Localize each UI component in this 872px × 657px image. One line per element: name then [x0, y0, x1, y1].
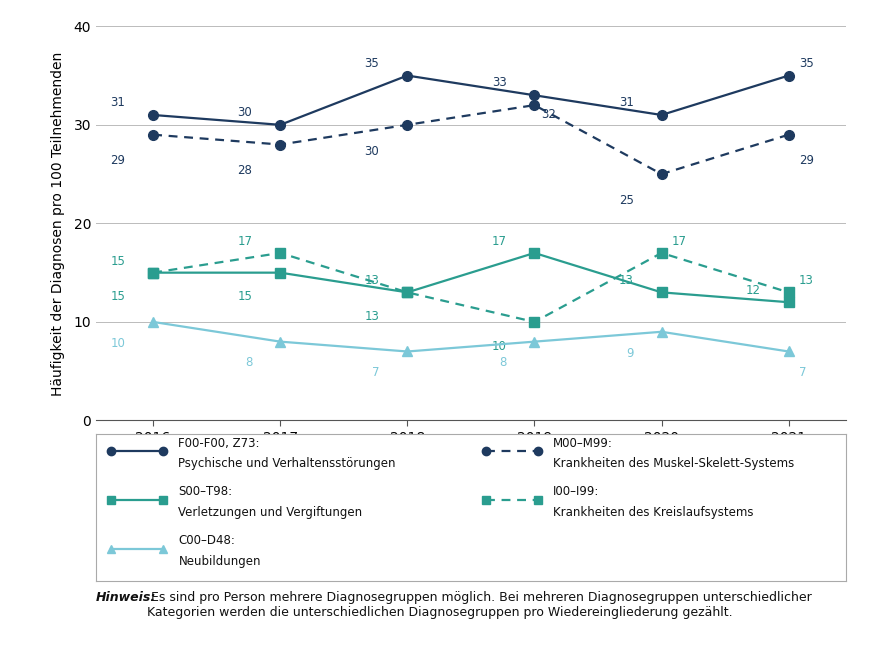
- Text: 13: 13: [364, 275, 379, 288]
- Text: 17: 17: [492, 235, 507, 248]
- Text: M00–M99:: M00–M99:: [554, 436, 613, 449]
- Text: 10: 10: [492, 340, 507, 353]
- Text: 13: 13: [364, 310, 379, 323]
- Text: 15: 15: [110, 290, 126, 304]
- Text: 31: 31: [619, 96, 634, 109]
- Text: 9: 9: [626, 347, 634, 359]
- Text: 35: 35: [364, 57, 379, 70]
- Text: 13: 13: [799, 275, 814, 288]
- Text: 31: 31: [110, 96, 126, 109]
- Text: 7: 7: [799, 367, 807, 379]
- Text: 15: 15: [237, 290, 252, 304]
- Text: 29: 29: [110, 154, 126, 168]
- Text: 15: 15: [110, 255, 126, 268]
- Text: Es sind pro Person mehrere Diagnosegruppen möglich. Bei mehreren Diagnosegruppen: Es sind pro Person mehrere Diagnosegrupp…: [146, 591, 812, 620]
- Text: Krankheiten des Muskel-Skelett-Systems: Krankheiten des Muskel-Skelett-Systems: [554, 457, 794, 470]
- Text: F00-F00, Z73:: F00-F00, Z73:: [179, 436, 260, 449]
- Text: Krankheiten des Kreislaufsystems: Krankheiten des Kreislaufsystems: [554, 506, 754, 519]
- Text: 13: 13: [619, 275, 634, 288]
- Text: I00–I99:: I00–I99:: [554, 486, 600, 499]
- Text: 8: 8: [499, 356, 507, 369]
- Text: 29: 29: [799, 154, 814, 168]
- Text: Verletzungen und Vergiftungen: Verletzungen und Vergiftungen: [179, 506, 363, 519]
- Text: 28: 28: [237, 164, 252, 177]
- Text: 10: 10: [110, 336, 126, 350]
- Text: 12: 12: [746, 284, 760, 297]
- Text: 32: 32: [541, 108, 555, 121]
- Text: 7: 7: [371, 367, 379, 379]
- Text: 8: 8: [245, 356, 252, 369]
- Text: C00–D48:: C00–D48:: [179, 534, 235, 547]
- Text: Psychische und Verhaltensstörungen: Psychische und Verhaltensstörungen: [179, 457, 396, 470]
- Text: Hinweis:: Hinweis:: [96, 591, 156, 604]
- Y-axis label: Häufigkeit der Diagnosen pro 100 Teilnehmenden: Häufigkeit der Diagnosen pro 100 Teilneh…: [51, 51, 65, 396]
- Text: S00–T98:: S00–T98:: [179, 486, 233, 499]
- Text: 30: 30: [237, 106, 252, 119]
- Text: Neubildungen: Neubildungen: [179, 555, 261, 568]
- Text: 25: 25: [619, 194, 634, 207]
- Text: 35: 35: [799, 57, 814, 70]
- Text: 30: 30: [364, 145, 379, 158]
- Text: 33: 33: [492, 76, 507, 89]
- Text: 17: 17: [671, 235, 687, 248]
- Text: 17: 17: [237, 235, 252, 248]
